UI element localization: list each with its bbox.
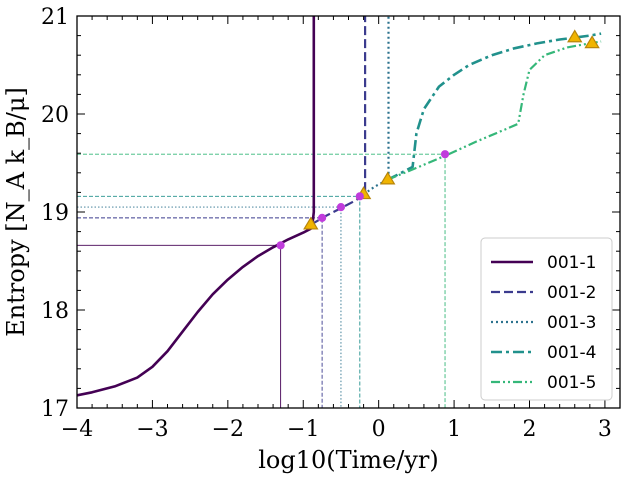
legend-label-001-3: 001-3 bbox=[547, 313, 596, 333]
series-line-001-4 bbox=[387, 32, 602, 181]
x-tick-label: 3 bbox=[598, 417, 612, 442]
marker-circle-001-5 bbox=[440, 150, 450, 159]
marker-circle-001-1 bbox=[276, 241, 285, 250]
series-markers bbox=[276, 29, 600, 250]
guide-line-001-5 bbox=[77, 153, 446, 408]
marker-triangle-001-1 bbox=[303, 216, 319, 230]
x-tick-label: 0 bbox=[372, 417, 386, 442]
y-tick-label: 18 bbox=[41, 299, 69, 324]
legend-label-001-4: 001-4 bbox=[547, 343, 596, 363]
marker-circle-001-3 bbox=[336, 203, 346, 212]
series-line-001-5 bbox=[387, 40, 602, 181]
legend-label-001-5: 001-5 bbox=[547, 373, 596, 393]
guide-lines bbox=[77, 153, 446, 408]
marker-triangle-001-3 bbox=[380, 171, 396, 185]
legend-label-001-1: 001-1 bbox=[547, 253, 596, 273]
guide-line-001-2 bbox=[77, 217, 323, 408]
marker-triangle-001-5 bbox=[584, 35, 600, 49]
marker-triangle-001-4 bbox=[567, 29, 583, 43]
x-tick-label: −2 bbox=[212, 417, 244, 442]
y-tick-label: 20 bbox=[41, 103, 69, 128]
y-tick-label: 17 bbox=[41, 397, 69, 422]
axis-ticks bbox=[76, 15, 621, 409]
marker-circle-001-2 bbox=[318, 213, 327, 222]
y-axis-title: Entropy [N_A k_B/μ] bbox=[2, 87, 30, 337]
y-tick-label: 19 bbox=[41, 201, 69, 226]
x-tick-labels: −4 −3 −2 −1 0 1 2 3 bbox=[61, 417, 612, 442]
x-axis-title: log10(Time/yr) bbox=[258, 446, 439, 474]
x-tick-label: −4 bbox=[61, 417, 93, 442]
guide-line-001-3 bbox=[77, 206, 342, 408]
y-tick-labels: 17 18 19 20 21 bbox=[41, 5, 69, 422]
y-tick-label: 21 bbox=[41, 5, 69, 30]
series-line-001-3 bbox=[362, 16, 390, 196]
guide-line-001-1 bbox=[77, 244, 282, 408]
legend: 001-1 001-2 001-3 001-4 001-5 bbox=[480, 237, 613, 401]
x-tick-label: −3 bbox=[136, 417, 168, 442]
x-tick-label: −1 bbox=[287, 417, 319, 442]
legend-label-001-2: 001-2 bbox=[547, 283, 596, 303]
x-tick-label: 2 bbox=[523, 417, 537, 442]
x-tick-label: 1 bbox=[447, 417, 461, 442]
series-line-001-1 bbox=[77, 16, 316, 397]
legend-box bbox=[480, 237, 613, 401]
marker-circle-001-4 bbox=[355, 192, 364, 201]
